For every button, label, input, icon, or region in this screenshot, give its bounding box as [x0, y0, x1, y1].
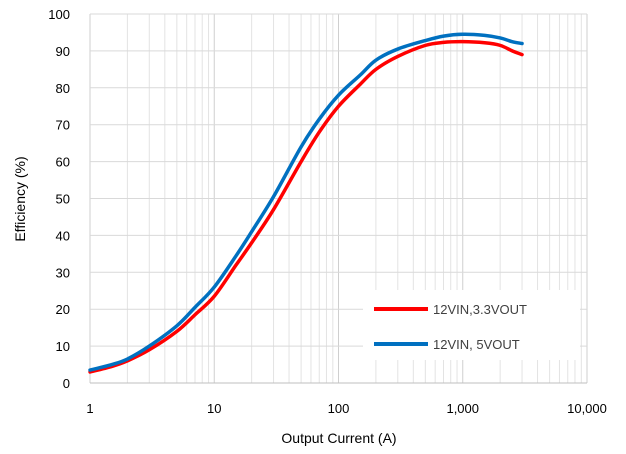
y-tick-label: 80: [56, 81, 70, 96]
x-tick-label: 1: [86, 401, 93, 416]
x-tick-label: 10,000: [567, 401, 607, 416]
x-tick-label: 10: [207, 401, 221, 416]
y-tick-label: 90: [56, 44, 70, 59]
x-axis-title: Output Current (A): [281, 430, 396, 446]
y-tick-label: 20: [56, 302, 70, 317]
y-tick-label: 30: [56, 265, 70, 280]
x-tick-label: 1,000: [446, 401, 479, 416]
legend-label-3v3: 12VIN,3.3VOUT: [433, 302, 527, 317]
legend-box: [363, 290, 580, 360]
series-lines: [88, 32, 524, 374]
y-tick-label: 10: [56, 339, 70, 354]
series-line-3v3: [88, 39, 524, 374]
y-tick-label: 70: [56, 118, 70, 133]
x-tick-label: 100: [328, 401, 350, 416]
legend-label-5v: 12VIN, 5VOUT: [433, 337, 520, 352]
series-line-5v: [88, 32, 524, 372]
y-axis-title: Efficiency (%): [12, 156, 28, 241]
tick-labels: 1 10 100 1,000 10,000 0 10 20 30 40 50 60 70 80 90 100: [48, 7, 607, 416]
y-tick-label: 100: [48, 7, 70, 22]
y-tick-label: 0: [63, 376, 70, 391]
y-tick-label: 50: [56, 192, 70, 207]
y-tick-label: 40: [56, 228, 70, 243]
legend: 12VIN,3.3VOUT 12VIN, 5VOUT: [363, 290, 580, 360]
y-tick-label: 60: [56, 155, 70, 170]
